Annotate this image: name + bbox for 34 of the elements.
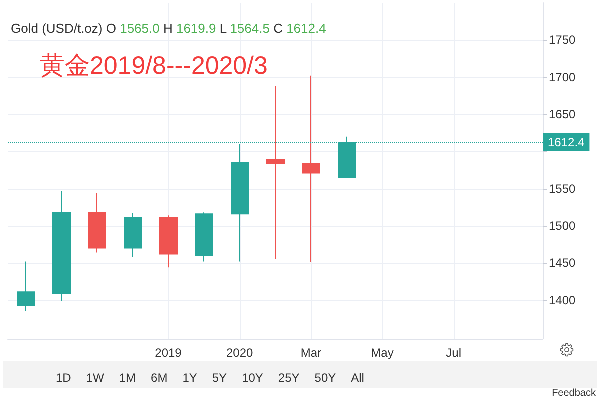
annotation: O 1565.0 H 1619.9 L 1564.5 C 1612.4 [105, 21, 326, 36]
text: 25Y [278, 371, 300, 385]
ref-line-label: 1612.4 [548, 135, 586, 150]
text: 黄金2019/8---2020/3 [40, 52, 268, 81]
x-tick-label: May [371, 346, 394, 360]
text: Feedback [552, 388, 596, 399]
x-tick-label: 2020 [226, 346, 254, 360]
text: 5Y [212, 371, 228, 385]
text: 6M [151, 371, 168, 385]
text: 10Y [242, 371, 264, 385]
y-tick-label: 1450 [549, 256, 576, 270]
candlestick [52, 190, 71, 302]
y-tick-label: 1750 [549, 33, 576, 48]
candlestick [124, 212, 142, 258]
y-tick-label: 1400 [549, 293, 576, 308]
y-tick-label: 1650 [549, 108, 576, 122]
candlestick [266, 86, 285, 260]
candlestick [159, 215, 178, 268]
text: 50Y [314, 371, 336, 385]
text: 1M [119, 371, 136, 385]
x-tick-label: 2019 [155, 346, 182, 360]
text: Gold (USD/t.oz) [11, 21, 103, 36]
candlestick [195, 212, 213, 262]
text: 1W [86, 371, 104, 385]
candlestick [17, 261, 35, 312]
y-tick-label: 1500 [549, 219, 576, 234]
candlestick [88, 192, 106, 254]
y-tick-label: 1550 [549, 182, 576, 196]
x-tick-label: Mar [300, 346, 322, 360]
text: 1D [56, 371, 72, 385]
text: 1Y [182, 371, 198, 385]
y-tick-label: 1700 [549, 70, 576, 84]
x-tick-label: Jul [446, 346, 462, 360]
text: All [351, 371, 364, 385]
